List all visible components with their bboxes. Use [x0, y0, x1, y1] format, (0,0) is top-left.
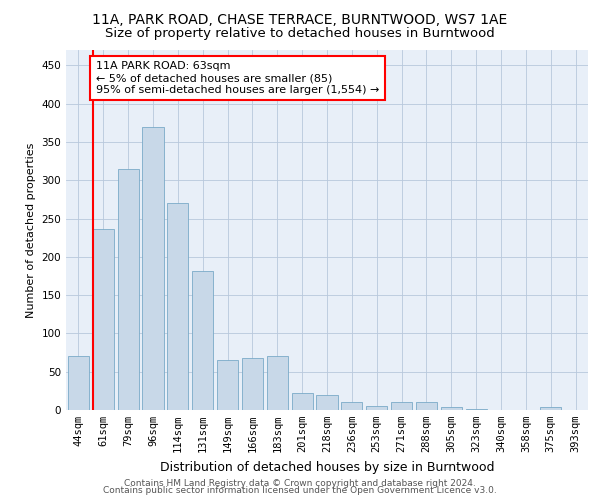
Bar	[292, 393, 313, 410]
Bar	[441, 407, 462, 410]
Text: Contains public sector information licensed under the Open Government Licence v3: Contains public sector information licen…	[103, 486, 497, 495]
Text: 11A PARK ROAD: 63sqm
← 5% of detached houses are smaller (85)
95% of semi-detach: 11A PARK ROAD: 63sqm ← 5% of detached ho…	[96, 62, 379, 94]
Bar	[341, 402, 362, 410]
Text: 11A, PARK ROAD, CHASE TERRACE, BURNTWOOD, WS7 1AE: 11A, PARK ROAD, CHASE TERRACE, BURNTWOOD…	[92, 12, 508, 26]
Bar	[68, 356, 89, 410]
Y-axis label: Number of detached properties: Number of detached properties	[26, 142, 36, 318]
Bar	[93, 229, 114, 410]
Bar	[540, 407, 561, 410]
Bar	[217, 360, 238, 410]
Bar	[167, 203, 188, 410]
Bar	[192, 272, 213, 410]
X-axis label: Distribution of detached houses by size in Burntwood: Distribution of detached houses by size …	[160, 460, 494, 473]
Bar	[391, 402, 412, 410]
Bar	[118, 168, 139, 410]
Bar	[242, 358, 263, 410]
Bar	[267, 356, 288, 410]
Bar	[316, 394, 338, 410]
Bar	[142, 126, 164, 410]
Bar	[366, 406, 387, 410]
Text: Contains HM Land Registry data © Crown copyright and database right 2024.: Contains HM Land Registry data © Crown c…	[124, 478, 476, 488]
Text: Size of property relative to detached houses in Burntwood: Size of property relative to detached ho…	[105, 28, 495, 40]
Bar	[466, 409, 487, 410]
Bar	[416, 402, 437, 410]
